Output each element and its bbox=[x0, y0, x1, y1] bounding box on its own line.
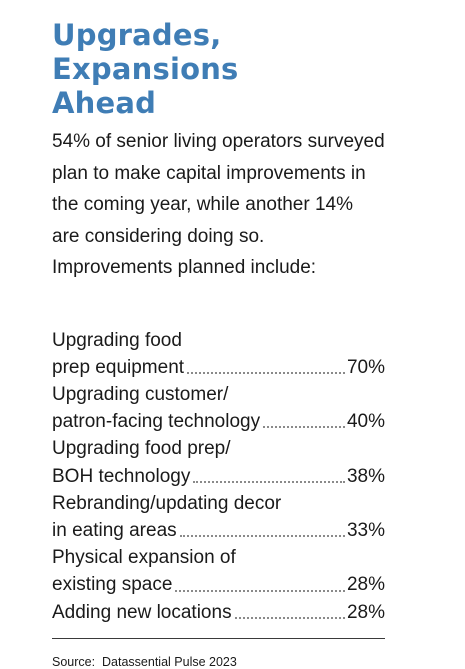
headline-line-2: Ahead bbox=[52, 86, 157, 120]
item-label-line: BOH technology bbox=[52, 465, 191, 487]
divider-rule bbox=[52, 637, 385, 639]
item-value: 38% bbox=[346, 465, 385, 487]
dot-leader bbox=[179, 535, 345, 538]
item-label-line: Physical expansion of bbox=[52, 547, 236, 569]
item-label-line: Adding new locations bbox=[52, 601, 232, 623]
item-value: 28% bbox=[346, 601, 385, 623]
list-item: Upgrading customer/ patron-facing techno… bbox=[52, 381, 385, 435]
item-value: 33% bbox=[346, 519, 385, 541]
item-label-line: existing space bbox=[52, 574, 173, 596]
dot-leader bbox=[263, 426, 345, 429]
item-value: 28% bbox=[346, 574, 385, 596]
source-note: Source: Datassential Pulse 2023 bbox=[52, 654, 237, 669]
dot-leader bbox=[193, 480, 345, 483]
item-label-line: in eating areas bbox=[52, 519, 177, 541]
list-item: Rebranding/updating decor in eating area… bbox=[52, 490, 385, 544]
item-label-line: Upgrading customer/ bbox=[52, 383, 229, 405]
list-item: Physical expansion of existing space 28% bbox=[52, 544, 385, 598]
dot-leader bbox=[234, 616, 345, 619]
headline-line-1: Upgrades, Expansions bbox=[52, 18, 239, 86]
list-item: Upgrading food prep equipment 70% bbox=[52, 327, 385, 381]
intro-paragraph: 54% of senior living operators surveyed … bbox=[52, 131, 385, 278]
list-item: Upgrading food prep/ BOH technology 38% bbox=[52, 435, 385, 489]
item-label-line: prep equipment bbox=[52, 356, 185, 378]
improvements-list: Upgrading food prep equipment 70% Upgrad… bbox=[52, 327, 385, 626]
item-label-line: Upgrading food bbox=[52, 329, 182, 351]
dot-leader bbox=[187, 371, 345, 374]
headline: Upgrades, Expansions Ahead bbox=[52, 18, 385, 120]
item-label-line: patron-facing technology bbox=[52, 411, 261, 433]
infographic-panel: Upgrades, Expansions Ahead 54% of senior… bbox=[52, 18, 385, 669]
item-label-line: Upgrading food prep/ bbox=[52, 438, 231, 460]
item-value: 70% bbox=[346, 356, 385, 378]
dot-leader bbox=[175, 589, 345, 592]
item-label-line: Rebranding/updating decor bbox=[52, 492, 282, 514]
list-item: Adding new locations 28% bbox=[52, 599, 385, 626]
item-value: 40% bbox=[346, 411, 385, 433]
